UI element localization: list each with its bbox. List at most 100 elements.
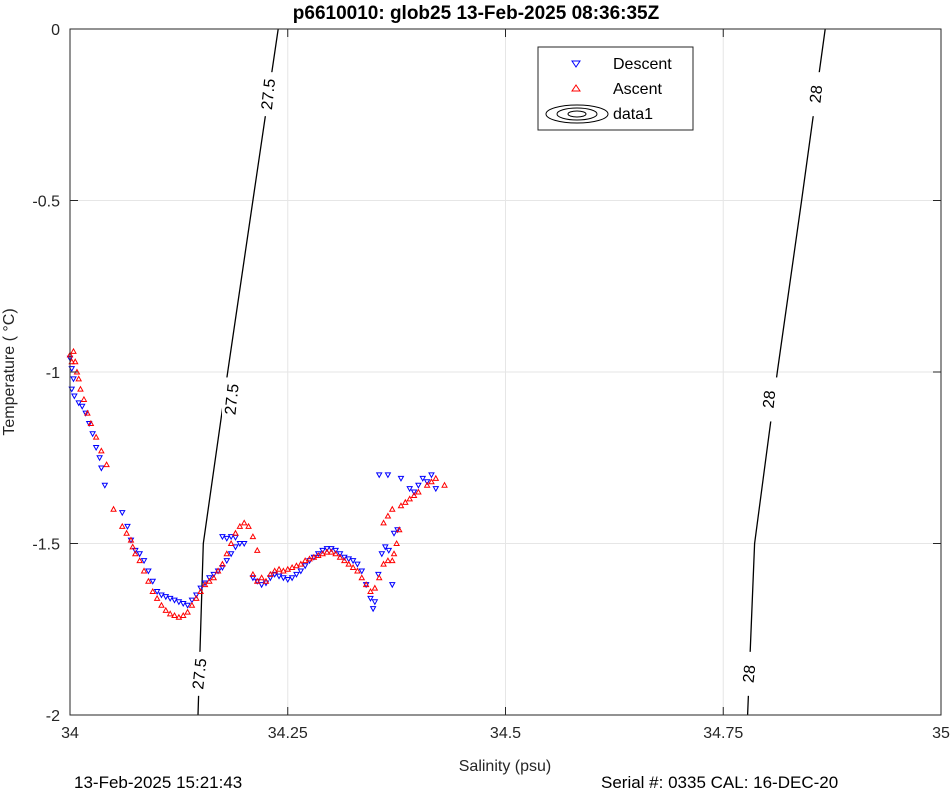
descent-point [197, 585, 204, 592]
series-ascent [66, 347, 448, 620]
ascent-point [384, 512, 392, 519]
contour-label: 28 [761, 390, 780, 410]
ascent-point [262, 577, 270, 584]
contour-label-gap [759, 377, 780, 422]
ascent-point [266, 570, 274, 577]
ascent-point [410, 491, 418, 498]
ascent-point [415, 488, 422, 495]
x-tick-label: 34.75 [703, 725, 743, 742]
contour-label-gap [806, 72, 827, 117]
ascent-point [288, 563, 296, 571]
ascent-point [110, 505, 117, 512]
y-tick-label: -1.5 [32, 537, 60, 554]
descent-point [82, 410, 90, 417]
descent-point [192, 592, 200, 599]
descent-point [336, 551, 344, 558]
ascent-point [184, 608, 191, 615]
y-tick-label: -2 [46, 708, 60, 725]
contour-label: 28 [741, 664, 760, 684]
descent-point [153, 589, 161, 596]
descent-point [419, 475, 427, 482]
descent-point [314, 551, 322, 558]
descent-point [301, 563, 309, 570]
ascent-point [280, 567, 287, 574]
descent-point [367, 595, 374, 602]
descent-point [158, 592, 165, 599]
ascent-point [397, 502, 405, 509]
descent-point [381, 544, 389, 551]
footer-serial: Serial #: 0335 CAL: 16-DEC-20 [601, 773, 839, 792]
legend-ascent-label: Ascent [613, 81, 662, 98]
descent-point [369, 606, 377, 613]
descent-point [227, 551, 235, 558]
x-tick-label: 34.25 [268, 725, 308, 742]
ascent-point [393, 539, 400, 546]
contour-label-gap [189, 651, 210, 696]
ascent-point [432, 474, 440, 481]
legend-descent-label: Descent [613, 56, 672, 73]
legend-contour-icon [545, 104, 609, 124]
legend-data1-label: data1 [613, 106, 653, 123]
descent-point [98, 465, 105, 472]
ascent-point [98, 447, 105, 454]
ascent-point [297, 560, 305, 567]
ascent-point [306, 555, 313, 562]
descent-point [428, 472, 435, 479]
ascent-point [423, 481, 431, 488]
ascent-point [401, 498, 409, 505]
ascent-point [175, 613, 183, 620]
legend-descent-marker [571, 60, 581, 68]
ascent-point [441, 481, 448, 488]
ascent-point [153, 594, 161, 601]
descent-point [162, 594, 170, 601]
ascent-point [223, 550, 231, 557]
ascent-point [127, 536, 135, 543]
descent-point [388, 582, 396, 589]
ascent-point [162, 606, 170, 613]
ascent-point [332, 550, 340, 557]
ascent-point [197, 587, 204, 595]
descent-point [232, 544, 239, 551]
y-tick-label: -0.5 [32, 194, 60, 211]
descent-point [384, 472, 392, 479]
ascent-point [327, 548, 335, 555]
axis-ticks: 34 34.25 34.5 34.75 35 0 -0.5 -1 -1.5 -2 [32, 22, 950, 742]
descent-point [140, 558, 148, 565]
ascent-point [192, 594, 200, 601]
contour-line-27.5 [197, 28, 279, 716]
legend-ascent-marker [571, 84, 581, 92]
descent-point [179, 601, 187, 608]
ascent-point [319, 550, 326, 557]
contour-label: 27.5 [222, 383, 242, 416]
descent-point [397, 475, 405, 482]
ascent-point [227, 539, 235, 546]
descent-point [375, 472, 383, 479]
descent-point [271, 571, 279, 578]
ascent-point [284, 565, 292, 572]
ascent-point [249, 570, 257, 577]
descent-point [175, 599, 183, 606]
ascent-point [349, 563, 357, 571]
ascent-point [380, 519, 387, 526]
ascent-point [345, 560, 353, 567]
legend: Descent Ascent data1 [537, 46, 694, 131]
ascent-point [240, 519, 248, 526]
ascent-point [166, 610, 174, 617]
ascent-point [371, 584, 379, 591]
descent-point [145, 568, 152, 575]
ascent-point [201, 581, 209, 588]
series-descent [66, 355, 440, 613]
descent-point [327, 546, 335, 553]
ascent-point [245, 522, 252, 529]
ascent-point [323, 548, 331, 555]
descent-point [385, 547, 393, 554]
x-tick-label: 34.5 [490, 725, 521, 742]
descent-point [275, 573, 283, 580]
descent-point [92, 444, 100, 451]
descent-point [341, 554, 348, 561]
ascent-point [249, 533, 257, 540]
descent-point [101, 482, 109, 489]
descent-point [166, 595, 174, 602]
descent-point [374, 571, 382, 578]
